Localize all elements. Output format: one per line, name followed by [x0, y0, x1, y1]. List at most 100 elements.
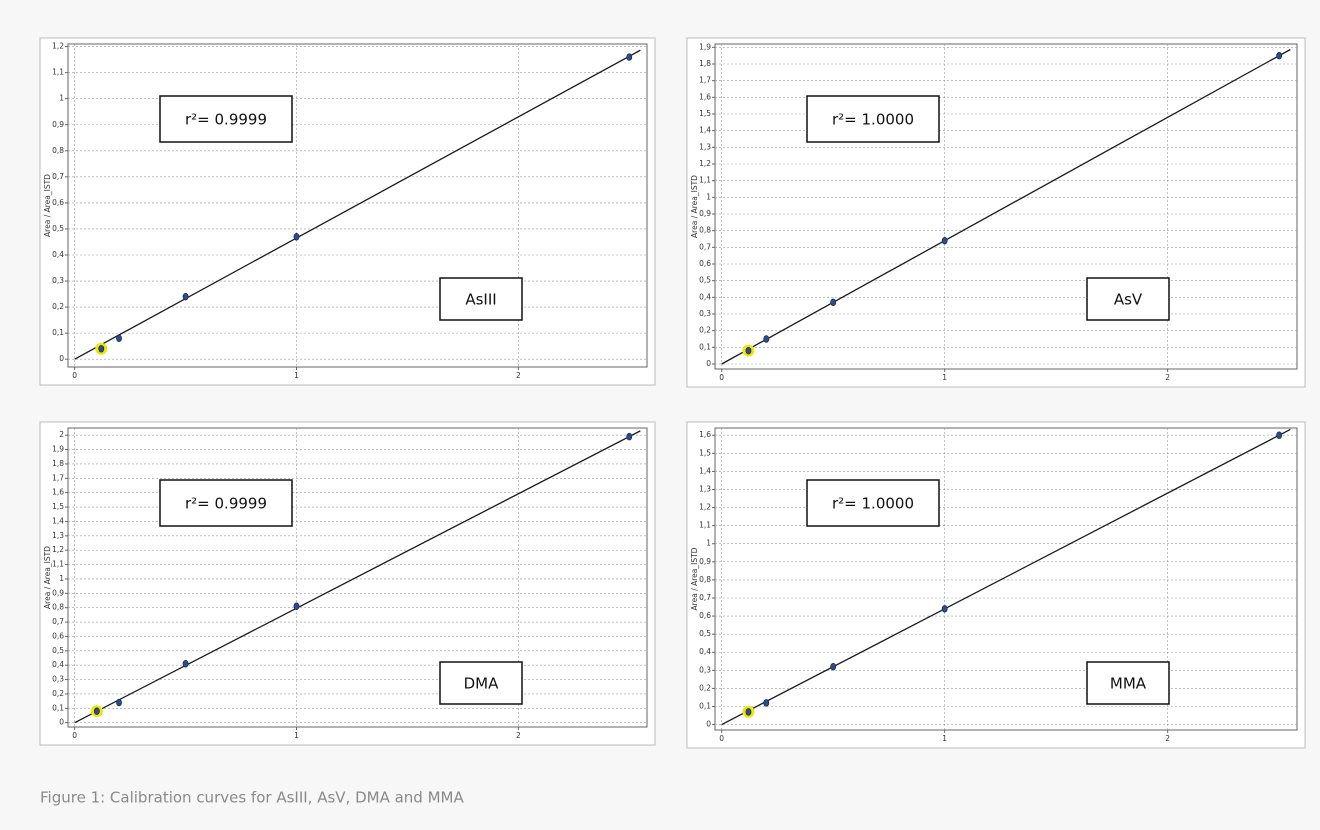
y-tick-label: 1,8 [52, 459, 64, 468]
y-tick-label: 0,3 [699, 309, 711, 318]
y-tick-label: 1,2 [52, 545, 64, 554]
y-tick-label: 1,5 [699, 448, 711, 457]
y-tick-label: 0,1 [699, 701, 711, 710]
y-tick-label: 0,8 [699, 226, 711, 235]
point [626, 432, 633, 441]
x-tick-label: 2 [1165, 734, 1170, 743]
y-tick-label: 1,1 [52, 560, 64, 569]
y-tick-label: 1,3 [52, 531, 64, 540]
y-tick-label: 0,9 [52, 588, 64, 597]
y-tick-label: 0,3 [699, 665, 711, 674]
y-tick-label: 1 [59, 94, 64, 103]
y-axis-label: Area / Area_ISTD [43, 174, 52, 237]
y-tick-label: 1,1 [52, 68, 64, 77]
y-tick-label: 1,3 [699, 142, 711, 151]
y-axis-label: Area / Area_ISTD [690, 547, 699, 610]
y-tick-label: 0 [59, 718, 64, 727]
y-tick-label: 1,5 [699, 109, 711, 118]
point [93, 707, 100, 715]
fit-line [721, 48, 1291, 365]
annotation: r²= 0.9999 [185, 111, 267, 129]
y-tick-label: 0,4 [52, 250, 64, 259]
y-tick-label: 1,8 [699, 59, 711, 68]
annotation-box [1086, 661, 1170, 705]
point [745, 708, 752, 716]
x-tick-label: 0 [719, 373, 724, 382]
y-tick-label: 0,6 [52, 631, 64, 640]
y-tick-label: 0,5 [52, 224, 64, 233]
x-tick-label: 0 [72, 371, 77, 380]
y-tick-label: 0,5 [52, 646, 64, 655]
y-tick-label: 1 [706, 539, 711, 548]
annotation-box [439, 661, 523, 705]
x-tick-label: 2 [516, 371, 521, 380]
y-tick-label: 0,7 [699, 242, 711, 251]
y-tick-label: 0,4 [699, 292, 711, 301]
x-tick-label: 1 [942, 373, 947, 382]
y-tick-label: 0,7 [699, 593, 711, 602]
annotation: r²= 1.0000 [832, 111, 914, 129]
y-tick-label: 1,7 [52, 473, 64, 482]
y-tick-label: 0,3 [52, 675, 64, 684]
y-tick-label: 0,6 [699, 259, 711, 268]
point [116, 698, 122, 707]
point [293, 233, 300, 241]
y-tick-label: 1 [706, 192, 711, 201]
y-axis-label: Area / Area_ISTD [690, 175, 699, 238]
y-tick-label: 0,1 [699, 342, 711, 351]
x-tick-label: 1 [942, 734, 947, 743]
point [1276, 51, 1283, 60]
point [763, 699, 770, 707]
y-tick-label: 0,9 [52, 120, 64, 129]
annotation-box [159, 95, 293, 143]
point [182, 660, 189, 668]
y-tick-label: 0,8 [52, 146, 64, 155]
y-tick-label: 0,8 [699, 575, 711, 584]
y-tick-label: 1,5 [52, 502, 64, 511]
y-tick-label: 0,3 [52, 276, 64, 285]
y-axis-label: Area / Area_ISTD [43, 546, 52, 609]
annotation-box [1086, 277, 1170, 321]
fit-line [721, 428, 1291, 726]
y-tick-label: 0,1 [52, 703, 64, 712]
annotation-box [806, 479, 940, 527]
y-tick-label: 0,7 [52, 172, 64, 181]
y-tick-label: 1,4 [699, 466, 711, 475]
y-tick-label: 1,6 [699, 430, 711, 439]
annotation-box [159, 479, 293, 527]
caption: Figure 1: Calibration curves for AsIII, … [40, 789, 464, 807]
y-tick-label: 1,4 [699, 126, 711, 135]
y-tick-label: 1,6 [699, 92, 711, 101]
y-tick-label: 0,9 [699, 209, 711, 218]
annotation-box [439, 277, 523, 321]
annotation-box [806, 95, 940, 143]
x-tick-label: 2 [516, 731, 521, 740]
point [941, 605, 948, 613]
y-tick-label: 1 [59, 574, 64, 583]
y-tick-label: 0,2 [699, 326, 711, 335]
y-tick-label: 0,5 [699, 629, 711, 638]
y-tick-label: 0,2 [52, 689, 64, 698]
y-tick-label: 0,8 [52, 603, 64, 612]
point [182, 292, 189, 301]
x-tick-label: 0 [72, 731, 77, 740]
plot-area [714, 427, 1298, 731]
y-tick-label: 0 [59, 354, 64, 363]
annotation: DMA [464, 675, 499, 693]
y-tick-label: 1,6 [52, 488, 64, 497]
point [293, 602, 300, 610]
point [98, 345, 105, 353]
plot-area [67, 43, 648, 368]
point [745, 346, 752, 355]
y-tick-label: 0,2 [699, 683, 711, 692]
x-tick-label: 2 [1165, 373, 1170, 382]
y-tick-label: 0,2 [52, 302, 64, 311]
point [116, 334, 122, 343]
y-tick-label: 1,3 [699, 484, 711, 493]
point [763, 335, 770, 343]
y-tick-label: 1,9 [699, 42, 711, 51]
y-tick-label: 1,9 [52, 445, 64, 454]
point [941, 236, 948, 245]
y-tick-label: 0 [706, 359, 711, 368]
